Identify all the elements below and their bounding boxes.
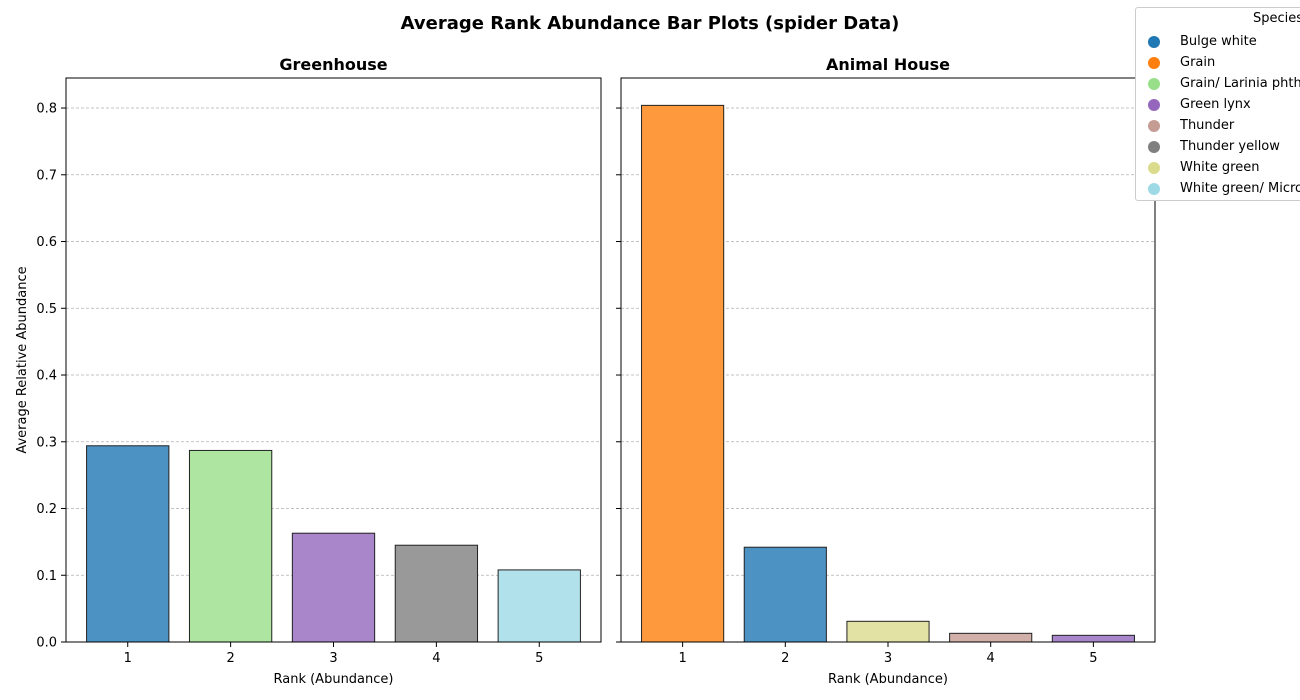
legend-label: Green lynx [1180, 97, 1251, 112]
legend-marker [1148, 57, 1160, 69]
x-tick-label: 4 [432, 651, 440, 666]
x-tick-label: 3 [884, 651, 892, 666]
bar [497, 569, 581, 643]
bar [188, 449, 273, 643]
legend-label: Grain [1180, 55, 1216, 70]
legend-marker [1148, 36, 1160, 48]
panel-title: Animal House [826, 55, 950, 74]
y-tick-label: 0.0 [36, 636, 57, 651]
x-tick-label: 1 [678, 651, 686, 666]
x-tick-label: 3 [329, 651, 337, 666]
y-tick-label: 0.1 [36, 569, 57, 584]
y-tick-label: 0.8 [36, 102, 57, 117]
x-axis-label: Rank (Abundance) [828, 672, 948, 687]
x-tick-label: 2 [226, 651, 234, 666]
legend-marker [1148, 120, 1160, 132]
legend-label: Grain/ Larinia phthisica [1180, 76, 1300, 91]
axes-frame [620, 77, 1156, 643]
x-tick-label: 5 [535, 651, 543, 666]
legend-label: Thunder yellow [1180, 139, 1280, 154]
y-tick-label: 0.7 [36, 168, 57, 183]
y-axis-label: Average Relative Abundance [15, 266, 30, 453]
y-tick-label: 0.5 [36, 302, 57, 317]
bar [949, 632, 1033, 643]
legend-label: White green/ Microlinyphia [1180, 181, 1300, 196]
legend-marker [1148, 183, 1160, 195]
legend-marker [1148, 99, 1160, 111]
x-axis-label: Rank (Abundance) [274, 672, 394, 687]
panel-greenhouse: 0.0 0.1 0.2 0.3 0.4 0.5 0.6 0.7 0.8 1 2 3 4 5 Greenhou… [15, 55, 602, 687]
bar [743, 546, 827, 643]
x-tick-label: 4 [987, 651, 995, 666]
panel-animal-house: 1 2 3 4 5 Animal House Rank (Abundance) [616, 55, 1156, 687]
x-tick-label: 2 [781, 651, 789, 666]
bar [86, 445, 170, 643]
axes-frame [65, 77, 602, 643]
bar [1051, 634, 1135, 643]
y-tick-label: 0.4 [36, 369, 57, 384]
bar [394, 544, 479, 643]
y-tick-label: 0.2 [36, 502, 57, 517]
legend-marker [1148, 141, 1160, 153]
legend-marker [1148, 78, 1160, 90]
legend: Species Bulge white Grain Grain/ Larinia p… [1135, 7, 1300, 201]
legend-label: White green [1180, 160, 1260, 175]
legend-marker [1148, 162, 1160, 174]
bar [846, 620, 930, 643]
y-tick-label: 0.3 [36, 435, 57, 450]
panel-title: Greenhouse [279, 55, 387, 74]
y-tick-label: 0.6 [36, 235, 57, 250]
bar [291, 532, 376, 643]
legend-label: Bulge white [1180, 34, 1257, 49]
x-tick-label: 5 [1089, 651, 1097, 666]
legend-title: Species [1253, 11, 1300, 26]
x-tick-label: 1 [124, 651, 132, 666]
figure-title: Average Rank Abundance Bar Plots (spider… [401, 13, 900, 34]
legend-label: Thunder [1180, 118, 1235, 133]
bar [641, 104, 725, 643]
